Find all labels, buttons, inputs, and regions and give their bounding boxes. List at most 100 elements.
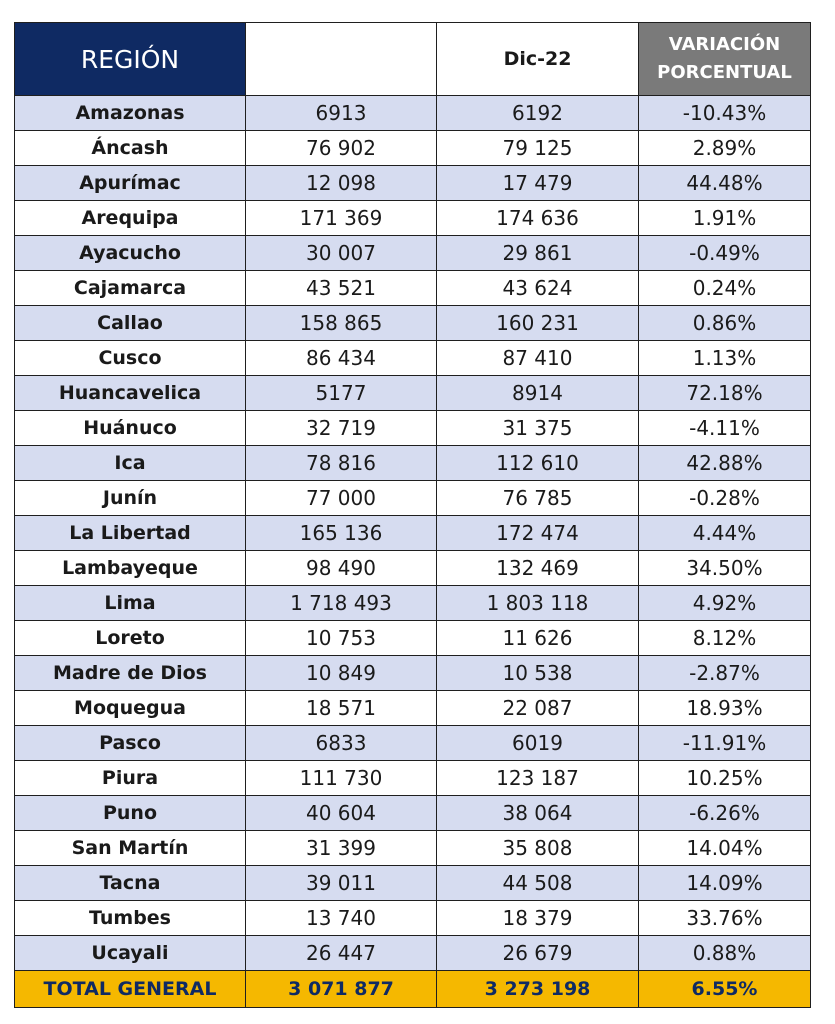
table-row: Ica 78 816 112 610 42.88%	[14, 445, 811, 481]
variation-cell: -0.49%	[638, 235, 811, 271]
col3-cell: 132 469	[436, 550, 639, 586]
table-row: Amazonas 6913 6192 -10.43%	[14, 95, 811, 131]
col3-cell: 35 808	[436, 830, 639, 866]
col2-cell: 13 740	[245, 900, 437, 936]
table-row: Huánuco 32 719 31 375 -4.11%	[14, 410, 811, 446]
col3-cell: 79 125	[436, 130, 639, 166]
variation-cell: 1.13%	[638, 340, 811, 376]
col3-cell: 87 410	[436, 340, 639, 376]
variation-cell: 14.04%	[638, 830, 811, 866]
variation-cell: 0.86%	[638, 305, 811, 341]
col2-cell: 43 521	[245, 270, 437, 306]
col2-cell: 32 719	[245, 410, 437, 446]
col2-cell: 171 369	[245, 200, 437, 236]
col3-cell: 123 187	[436, 760, 639, 796]
total-col3: 3 273 198	[436, 970, 639, 1008]
col3-cell: 112 610	[436, 445, 639, 481]
region-cell: Loreto	[14, 620, 246, 656]
table-row: Áncash 76 902 79 125 2.89%	[14, 130, 811, 166]
table-row: Loreto 10 753 11 626 8.12%	[14, 620, 811, 656]
table-row: Ayacucho 30 007 29 861 -0.49%	[14, 235, 811, 271]
variation-cell: 42.88%	[638, 445, 811, 481]
col2-cell: 165 136	[245, 515, 437, 551]
total-row: TOTAL GENERAL 3 071 877 3 273 198 6.55%	[14, 970, 811, 1008]
col2-cell: 111 730	[245, 760, 437, 796]
region-cell: Madre de Dios	[14, 655, 246, 691]
table-row: Callao 158 865 160 231 0.86%	[14, 305, 811, 341]
header-variation-line1: VARIACIÓN	[668, 34, 781, 55]
region-cell: Apurímac	[14, 165, 246, 201]
table-row: Pasco 6833 6019 -11.91%	[14, 725, 811, 761]
col3-cell: 172 474	[436, 515, 639, 551]
total-label: TOTAL GENERAL	[14, 970, 246, 1008]
table-container: REGIÓN Dic-22 VARIACIÓN PORCENTUAL Amazo…	[14, 22, 811, 1008]
region-cell: Ucayali	[14, 935, 246, 971]
region-cell: Pasco	[14, 725, 246, 761]
variation-cell: 33.76%	[638, 900, 811, 936]
header-row: REGIÓN Dic-22 VARIACIÓN PORCENTUAL	[14, 22, 811, 96]
table-row: Moquegua 18 571 22 087 18.93%	[14, 690, 811, 726]
col3-cell: 26 679	[436, 935, 639, 971]
region-cell: Moquegua	[14, 690, 246, 726]
table-row: Tumbes 13 740 18 379 33.76%	[14, 900, 811, 936]
variation-cell: 34.50%	[638, 550, 811, 586]
table-row: Madre de Dios 10 849 10 538 -2.87%	[14, 655, 811, 691]
variation-cell: -2.87%	[638, 655, 811, 691]
col2-cell: 5177	[245, 375, 437, 411]
header-region: REGIÓN	[14, 22, 246, 96]
col3-cell: 1 803 118	[436, 585, 639, 621]
table-row: Piura 111 730 123 187 10.25%	[14, 760, 811, 796]
table-header: REGIÓN Dic-22 VARIACIÓN PORCENTUAL	[14, 22, 811, 96]
region-cell: Ayacucho	[14, 235, 246, 271]
col3-cell: 11 626	[436, 620, 639, 656]
variation-cell: -0.28%	[638, 480, 811, 516]
region-cell: Tacna	[14, 865, 246, 901]
table-row: San Martín 31 399 35 808 14.04%	[14, 830, 811, 866]
col2-cell: 18 571	[245, 690, 437, 726]
region-cell: Lima	[14, 585, 246, 621]
col2-cell: 31 399	[245, 830, 437, 866]
variation-cell: -6.26%	[638, 795, 811, 831]
col3-cell: 17 479	[436, 165, 639, 201]
col2-cell: 26 447	[245, 935, 437, 971]
col2-cell: 10 849	[245, 655, 437, 691]
variation-cell: -11.91%	[638, 725, 811, 761]
header-col2	[245, 22, 437, 96]
region-cell: Huancavelica	[14, 375, 246, 411]
col3-cell: 18 379	[436, 900, 639, 936]
col2-cell: 10 753	[245, 620, 437, 656]
variation-cell: -4.11%	[638, 410, 811, 446]
col3-cell: 8914	[436, 375, 639, 411]
col2-cell: 40 604	[245, 795, 437, 831]
col2-cell: 1 718 493	[245, 585, 437, 621]
region-cell: San Martín	[14, 830, 246, 866]
table-row: Junín 77 000 76 785 -0.28%	[14, 480, 811, 516]
variation-cell: 14.09%	[638, 865, 811, 901]
region-cell: Lambayeque	[14, 550, 246, 586]
region-cell: La Libertad	[14, 515, 246, 551]
col3-cell: 29 861	[436, 235, 639, 271]
region-cell: Cusco	[14, 340, 246, 376]
col3-cell: 76 785	[436, 480, 639, 516]
region-cell: Áncash	[14, 130, 246, 166]
total-variation: 6.55%	[638, 970, 811, 1008]
region-cell: Ica	[14, 445, 246, 481]
variation-cell: 8.12%	[638, 620, 811, 656]
region-cell: Junín	[14, 480, 246, 516]
col3-cell: 160 231	[436, 305, 639, 341]
col2-cell: 39 011	[245, 865, 437, 901]
region-cell: Amazonas	[14, 95, 246, 131]
total-col2: 3 071 877	[245, 970, 437, 1008]
col2-cell: 77 000	[245, 480, 437, 516]
table-body: Amazonas 6913 6192 -10.43% Áncash 76 902 79 12…	[14, 95, 811, 971]
col2-cell: 158 865	[245, 305, 437, 341]
table-row: Cajamarca 43 521 43 624 0.24%	[14, 270, 811, 306]
table-row: Puno 40 604 38 064 -6.26%	[14, 795, 811, 831]
variation-cell: 4.92%	[638, 585, 811, 621]
col2-cell: 30 007	[245, 235, 437, 271]
table-row: Huancavelica 5177 8914 72.18%	[14, 375, 811, 411]
region-table: REGIÓN Dic-22 VARIACIÓN PORCENTUAL Amazo…	[14, 22, 811, 1008]
col3-cell: 22 087	[436, 690, 639, 726]
variation-cell: 10.25%	[638, 760, 811, 796]
header-variation-line2: PORCENTUAL	[657, 62, 792, 83]
